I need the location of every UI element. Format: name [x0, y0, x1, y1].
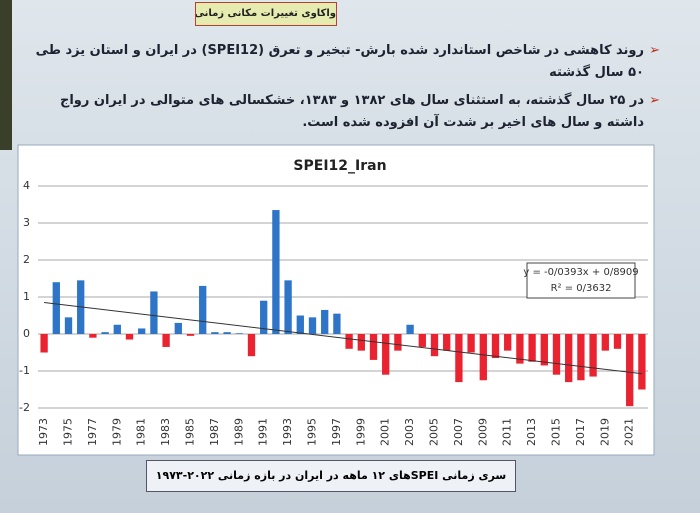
trend-equation: y = -0/0393x + 0/8909: [523, 267, 638, 278]
bar: [296, 315, 304, 334]
x-tick-label: 2017: [574, 418, 587, 446]
bar: [455, 334, 463, 383]
chart-frame: [17, 144, 655, 456]
bar: [52, 282, 60, 334]
bar: [613, 334, 622, 349]
x-tick-label: 2007: [452, 418, 465, 446]
bar: [150, 291, 158, 334]
chart-title: SPEI12_Iran: [293, 158, 386, 174]
y-tick-label: 2: [23, 253, 30, 266]
x-tick-label: 2013: [525, 418, 538, 446]
x-tick-label: 2011: [501, 418, 514, 446]
bar: [430, 334, 439, 357]
bar: [174, 322, 182, 334]
bar: [162, 334, 170, 347]
bar: [589, 334, 597, 377]
bar: [552, 334, 561, 375]
x-tick-label: 1987: [208, 418, 221, 446]
x-tick-label: 1993: [281, 418, 294, 446]
y-tick-label: 0: [23, 327, 30, 340]
bar: [601, 334, 609, 351]
bar: [369, 334, 378, 360]
bar: [247, 334, 256, 357]
x-tick-label: 1977: [86, 418, 99, 446]
bar: [235, 333, 243, 334]
bar: [223, 332, 231, 334]
bullet: در ۲۵ سال گذشته، به استثنای سال های ۱۳۸۲…: [20, 90, 660, 134]
x-tick-label: 1997: [330, 418, 343, 446]
y-tick-label: -2: [19, 401, 30, 414]
bar: [406, 324, 414, 334]
bar: [638, 334, 646, 390]
side-bar: [0, 0, 12, 150]
x-tick-label: 1981: [135, 418, 148, 446]
bar: [101, 332, 109, 334]
x-tick-label: 2001: [379, 418, 392, 446]
bar: [186, 334, 195, 336]
trend-line: [44, 301, 642, 375]
bar: [357, 334, 365, 351]
bar: [89, 334, 97, 338]
bar: [540, 334, 548, 366]
caption: سری زمانی SPEIهای ۱۲ ماهه در ایران در با…: [146, 460, 516, 492]
bar: [40, 334, 48, 353]
bar: [211, 332, 219, 334]
bar: [199, 285, 207, 334]
bar: [577, 334, 585, 381]
bar: [321, 309, 329, 334]
bar: [626, 334, 634, 407]
bar: [113, 324, 121, 334]
bar: [418, 334, 426, 347]
bar: [504, 334, 512, 351]
bar: [467, 334, 475, 353]
x-tick-label: 1999: [354, 418, 367, 446]
x-tick-label: 2005: [428, 418, 441, 446]
equation-box: [526, 262, 636, 299]
y-tick-label: 4: [23, 179, 30, 192]
y-tick-label: 1: [23, 290, 30, 303]
bar: [345, 334, 353, 349]
x-tick-label: 2015: [550, 418, 563, 446]
bullet: روند کاهشی در شاخص استاندارد شده بارش- ت…: [20, 40, 660, 84]
x-tick-label: 2003: [403, 418, 416, 446]
x-tick-label: 2021: [623, 418, 636, 446]
bar: [491, 334, 500, 359]
bar: [308, 317, 317, 334]
bar: [443, 334, 451, 351]
bar: [394, 334, 402, 351]
x-tick-label: 1983: [159, 418, 172, 446]
bar: [272, 210, 280, 334]
x-tick-label: 1991: [257, 418, 270, 446]
bar: [138, 328, 146, 334]
x-tick-label: 2009: [476, 418, 489, 446]
bullets: روند کاهشی در شاخص استاندارد شده بارش- ت…: [20, 40, 660, 140]
y-tick-label: 3: [23, 216, 30, 229]
bar: [528, 334, 536, 362]
x-tick-label: 1975: [62, 418, 75, 446]
x-tick-label: 1995: [306, 418, 319, 446]
bar: [382, 334, 390, 375]
x-tick-label: 1985: [184, 418, 197, 446]
bar: [565, 334, 573, 383]
bar: [260, 300, 268, 334]
x-tick-label: 1989: [232, 418, 245, 446]
bar: [333, 313, 341, 334]
bar: [284, 280, 292, 334]
x-tick-label: 2019: [598, 418, 611, 446]
trend-r2: R² = 0/3632: [551, 283, 612, 294]
bar: [516, 334, 524, 364]
header-title: واکاوی تغییرات مکانی زمانی رویدادها: [195, 2, 337, 26]
x-tick-label: 1979: [110, 418, 123, 446]
y-tick-label: -1: [19, 364, 30, 377]
bar: [125, 334, 134, 340]
bar: [64, 317, 73, 334]
bar: [479, 334, 487, 381]
x-tick-label: 1973: [37, 418, 50, 446]
